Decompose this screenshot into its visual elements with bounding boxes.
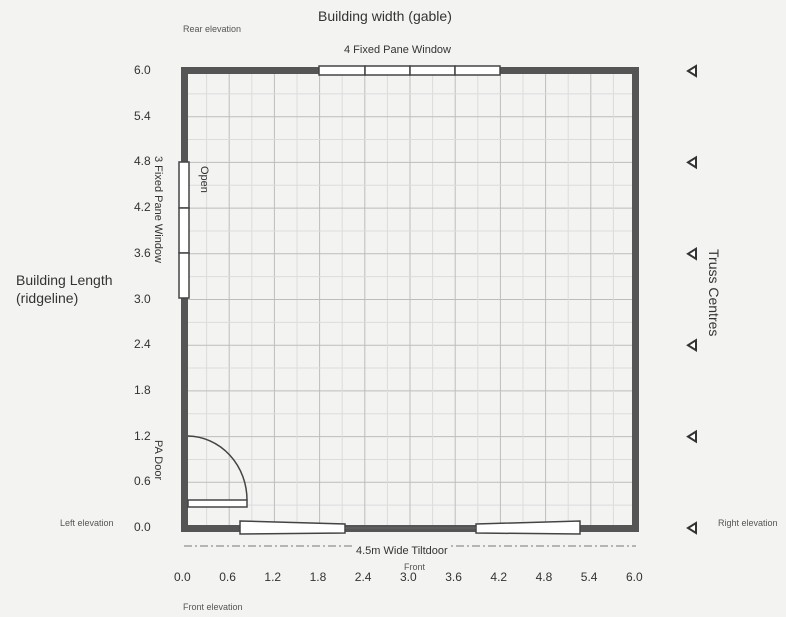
x-tick-label: 1.2 (264, 570, 282, 584)
rear-window (318, 65, 501, 76)
y-tick-label: 3.6 (134, 245, 151, 260)
tiltdoor-label: 4.5m Wide Tiltdoor (354, 545, 450, 557)
y-tick-label: 5.4 (134, 108, 151, 123)
truss-marker (686, 338, 697, 353)
truss-marker (686, 64, 697, 78)
truss-marker (686, 155, 697, 170)
truss-markers (686, 64, 697, 535)
x-tick-label: 0.0 (174, 570, 191, 584)
y-tick-label: 0.6 (134, 474, 151, 489)
front-label: Front (404, 562, 426, 572)
rear-elevation-label: Rear elevation (183, 24, 242, 34)
y-tick-label: 4.2 (134, 200, 151, 215)
y-tick-label: 6.0 (134, 63, 151, 77)
y-tick-label: 1.8 (134, 382, 151, 397)
truss-marker (686, 521, 697, 535)
x-tick-label: 3.6 (445, 570, 462, 584)
x-tick-label: 4.2 (490, 570, 508, 584)
y-tick-label: 2.4 (134, 337, 151, 352)
rear-window-label: 4 Fixed Pane Window (344, 44, 451, 56)
truss-centres-label: Truss Centres (706, 249, 722, 337)
left-window (178, 161, 190, 299)
length-label-line1: Building Length (16, 272, 113, 288)
front-elevation-label: Front elevation (183, 602, 243, 612)
right-elevation-label: Right elevation (718, 518, 778, 528)
x-tick-label: 4.8 (535, 570, 553, 584)
x-tick-label: 6.0 (626, 570, 643, 584)
left-elevation-label: Left elevation (60, 518, 114, 528)
pa-door (187, 435, 248, 508)
left-window-label: 3 Fixed Pane Window (152, 156, 164, 263)
diagram-title: Building width (gable) (318, 8, 452, 24)
x-tick-label: 3.0 (400, 570, 417, 584)
y-tick-label: 1.2 (134, 428, 151, 443)
x-tick-label: 0.6 (219, 570, 236, 584)
pa-door-label: PA Door (152, 440, 164, 481)
length-label-line2: (ridgeline) (16, 290, 79, 306)
y-tick-label: 4.8 (134, 154, 151, 169)
tiltdoor (239, 520, 581, 535)
x-tick-label: 2.4 (354, 570, 372, 584)
x-tick-label: 5.4 (580, 570, 598, 584)
y-tick-label: 0.0 (134, 520, 151, 534)
truss-marker (686, 246, 697, 261)
truss-marker (686, 429, 697, 444)
window-open-label: Open (198, 166, 210, 193)
x-tick-label: 1.8 (309, 570, 327, 584)
plan-grid (183, 70, 637, 529)
y-tick-label: 3.0 (134, 291, 151, 306)
